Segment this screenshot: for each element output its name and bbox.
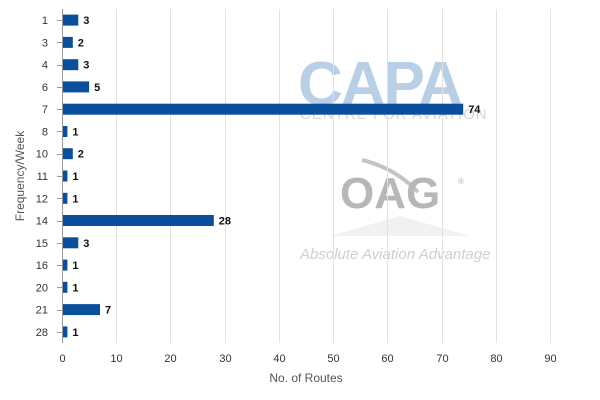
oag-tagline: Absolute Aviation Advantage (299, 246, 490, 263)
gridlines (116, 9, 551, 343)
y-tick-label: 12 (36, 193, 48, 205)
y-tick-label: 15 (36, 238, 48, 250)
x-tick-label: 30 (219, 353, 231, 365)
bar-11 (63, 170, 68, 182)
x-tick-label: 90 (544, 353, 556, 365)
bar-6 (63, 81, 90, 93)
bar-1 (63, 14, 79, 26)
data-label-12: 1 (72, 193, 78, 205)
x-tick-label: 10 (110, 353, 122, 365)
y-tick-label: 7 (42, 104, 48, 116)
x-tick-label: 70 (436, 353, 448, 365)
data-label-20: 1 (72, 282, 78, 294)
y-tick-label: 4 (42, 60, 48, 72)
y-axis-title: Frequency/Week (13, 130, 27, 221)
y-tick-label: 10 (36, 149, 48, 161)
x-axis-title: No. of Routes (269, 371, 342, 385)
bar-15 (63, 237, 79, 249)
oag-logo: OAG (340, 169, 440, 218)
oag-swoosh-icon (361, 158, 420, 194)
data-label-7: 74 (468, 104, 481, 116)
y-tick-label: 28 (36, 327, 48, 339)
data-label-16: 1 (72, 260, 78, 272)
oag-watermark: OAG ® Absolute Aviation Advantage (299, 158, 490, 263)
bars (63, 14, 464, 338)
x-tick-label: 60 (381, 353, 393, 365)
y-tick-label: 3 (42, 37, 48, 49)
data-label-15: 3 (83, 238, 89, 250)
y-tick-label: 11 (37, 171, 48, 183)
bar-4 (63, 59, 79, 71)
x-tick-label: 50 (327, 353, 339, 365)
data-label-8: 1 (72, 127, 78, 139)
oag-wing-icon (330, 216, 470, 236)
y-tick-label: 16 (36, 260, 48, 272)
data-label-10: 2 (78, 149, 84, 161)
bar-8 (63, 126, 68, 137)
x-tick-label: 0 (59, 353, 65, 365)
y-tick-label: 21 (36, 305, 48, 317)
bar-16 (63, 259, 68, 271)
y-tick-label: 1 (42, 15, 48, 27)
data-label-21: 7 (105, 305, 111, 317)
bar-7 (63, 103, 464, 115)
data-label-4: 3 (83, 60, 89, 72)
y-tick-label: 14 (36, 216, 48, 228)
bar-3 (63, 36, 73, 48)
data-label-11: 1 (72, 171, 78, 183)
bar-10 (63, 148, 73, 160)
data-label-14: 28 (219, 216, 231, 228)
oag-registered-mark: ® (458, 177, 464, 186)
data-label-1: 3 (83, 15, 89, 27)
bar-14 (63, 215, 214, 226)
data-label-3: 2 (78, 37, 84, 49)
x-tick-label: 20 (164, 353, 176, 365)
data-label-28: 1 (72, 327, 78, 339)
data-label-6: 5 (94, 82, 100, 94)
y-tick-label: 6 (42, 82, 48, 94)
x-tick-label: 40 (273, 353, 285, 365)
axes: 0 10 20 30 40 50 60 70 80 90134678101112141516202… (36, 9, 557, 365)
bar-21 (63, 304, 100, 316)
bar-28 (63, 326, 68, 338)
y-tick-label: 8 (42, 127, 48, 139)
x-tick-label: 80 (490, 353, 502, 365)
y-tick-label: 20 (36, 282, 48, 294)
bar-12 (63, 192, 68, 204)
bar-20 (63, 281, 68, 293)
